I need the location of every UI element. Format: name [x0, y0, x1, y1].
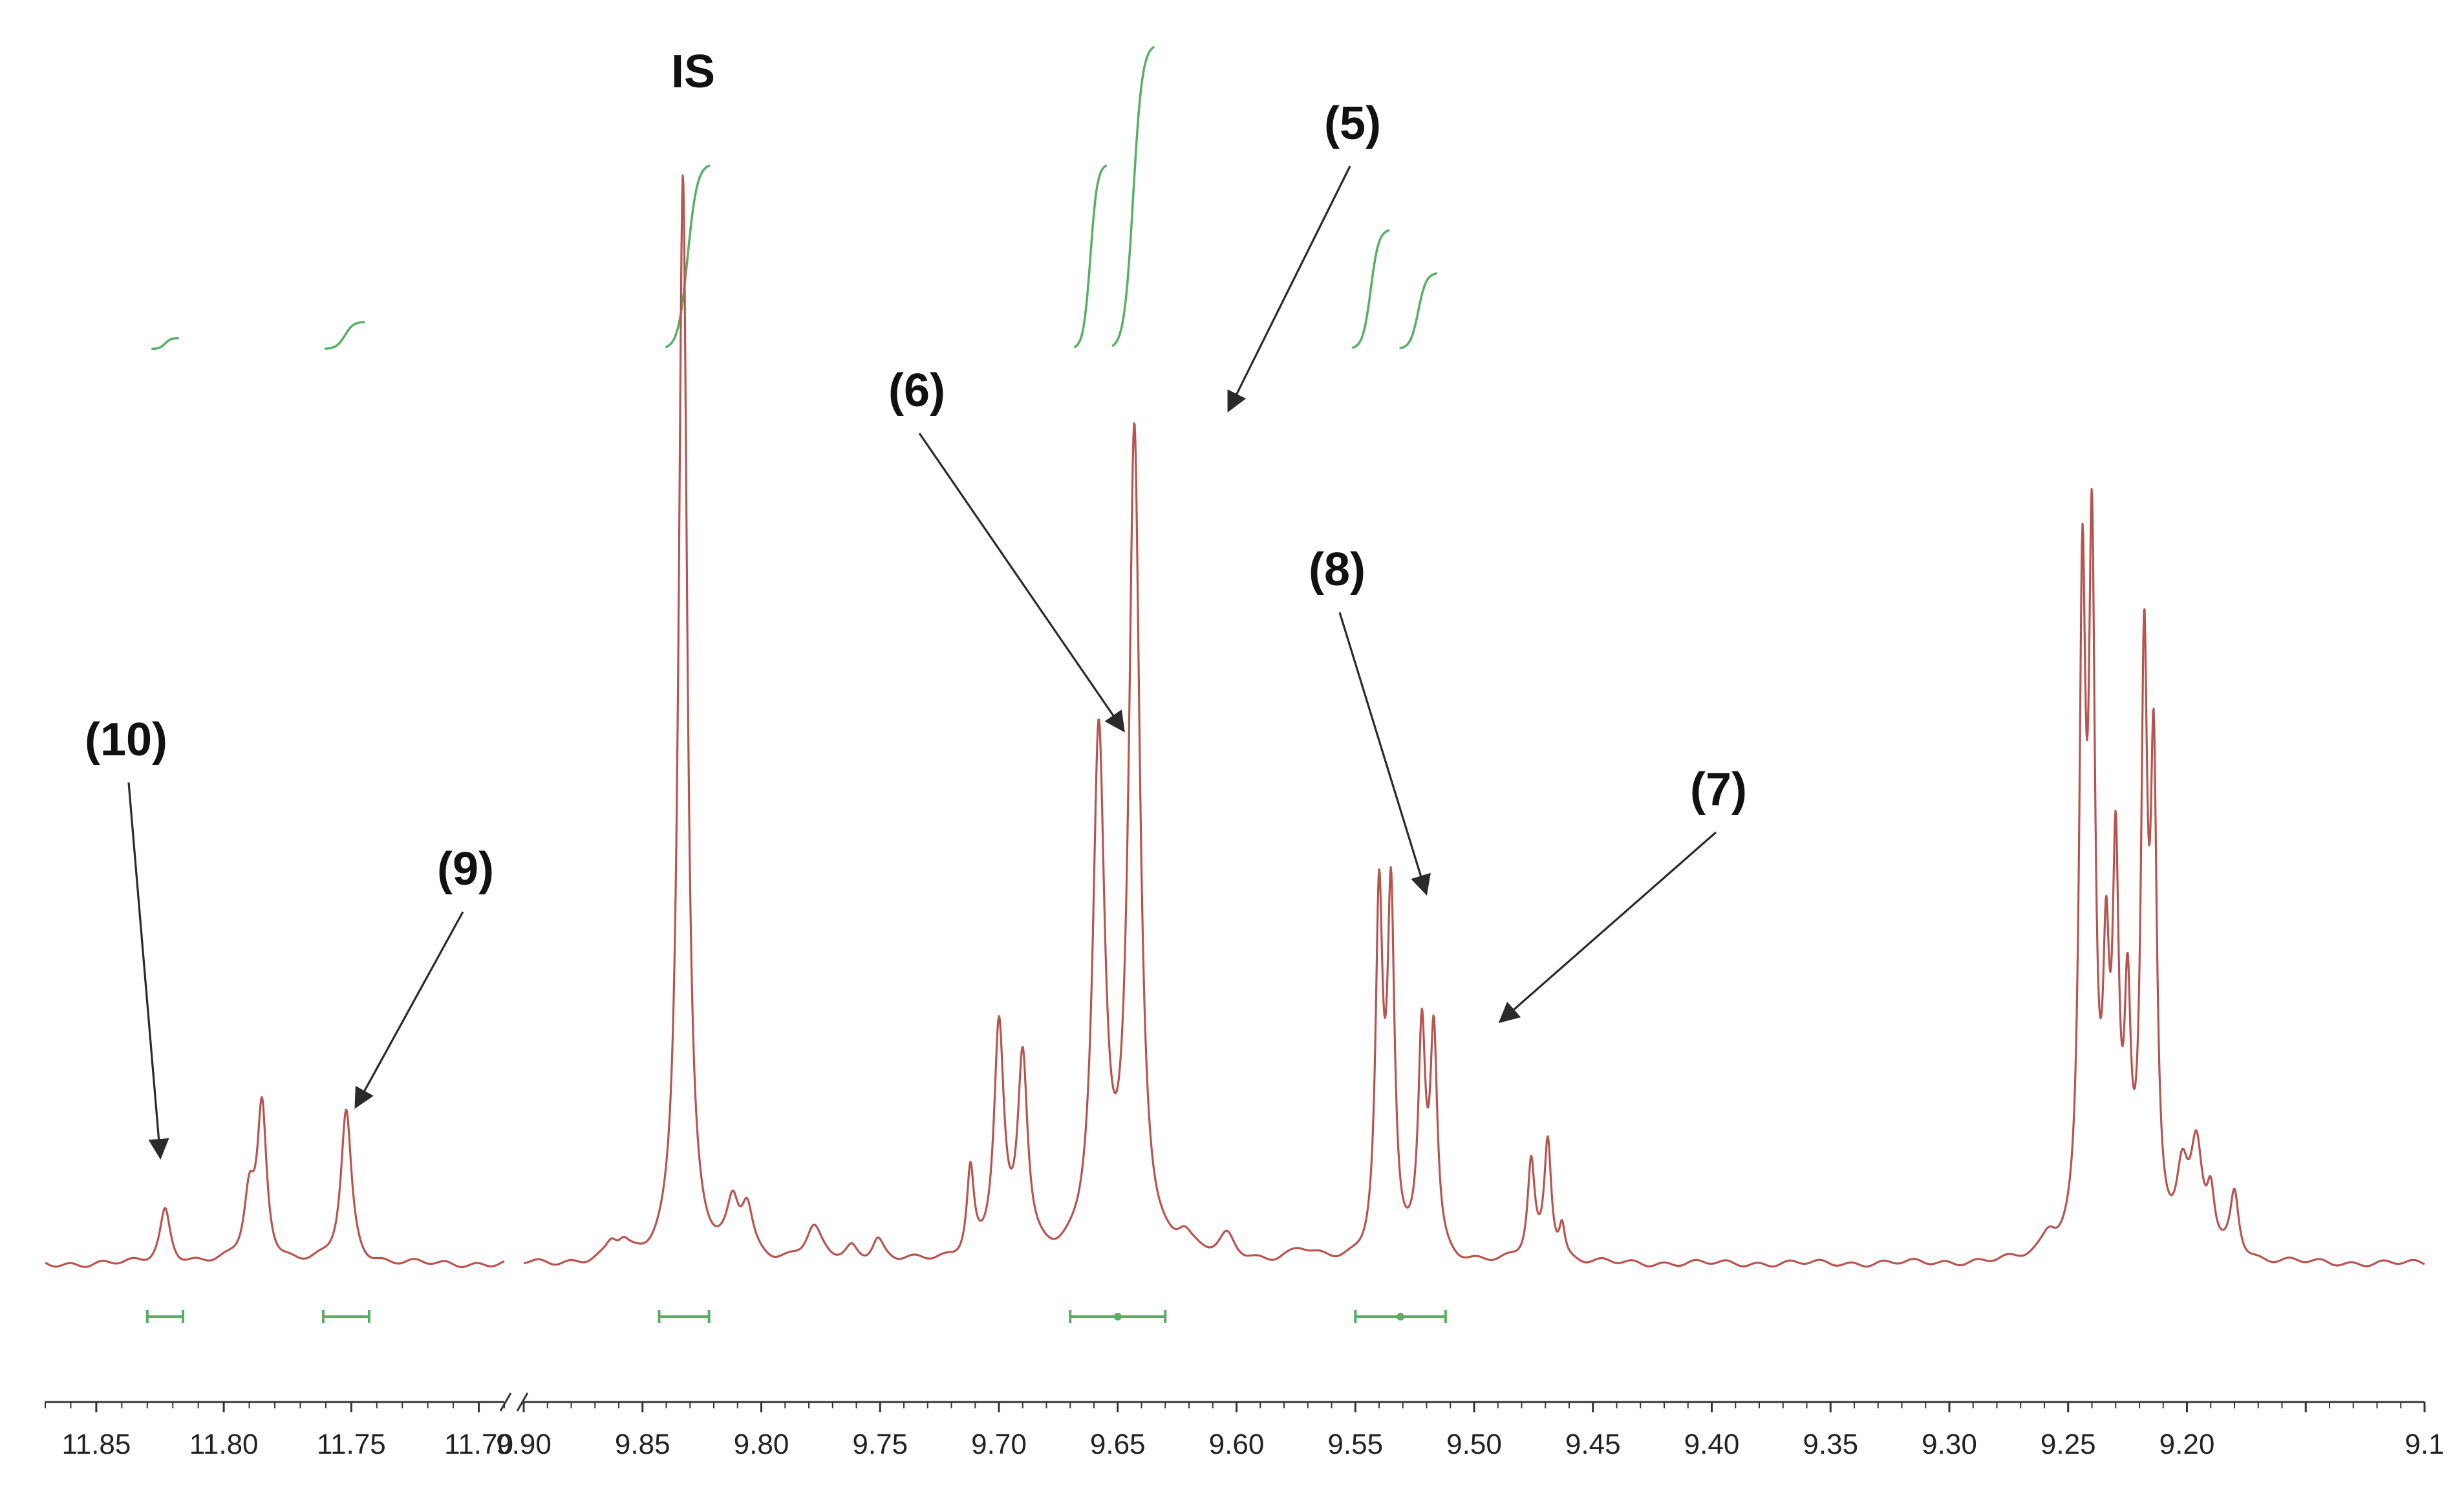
- peak-annotations: (10) (9) IS (6) (5) (8) (7): [85, 46, 1747, 1160]
- integral-curve-2: [325, 321, 365, 350]
- spectrum-trace-segment-1: [45, 1096, 505, 1268]
- integral-curve-1: [151, 337, 179, 350]
- integral-curve-6: [1351, 229, 1390, 349]
- tick-label: 9.85: [615, 1429, 670, 1460]
- integration-range-3: [658, 1310, 711, 1323]
- tick-label: 9.1: [2405, 1429, 2444, 1460]
- tick-label: 9.35: [1803, 1429, 1858, 1460]
- axis-break-mark-1: [499, 1392, 512, 1412]
- annotation-arrow: [354, 911, 464, 1109]
- annotation-5: (5): [1227, 98, 1381, 413]
- annotation-arrow: [1338, 612, 1431, 896]
- tick-label: 9.75: [852, 1429, 908, 1460]
- tick-label: 11.80: [189, 1429, 259, 1460]
- integration-range-2: [321, 1310, 370, 1323]
- tick-label: 11.70: [444, 1429, 513, 1460]
- spectrum-traces: [45, 174, 2425, 1268]
- tick-label: 11.75: [317, 1429, 386, 1460]
- integral-curve-3: [665, 164, 711, 349]
- tick-label: 9.40: [1684, 1429, 1740, 1460]
- annotation-label: (10): [85, 714, 167, 766]
- integral-curve-5: [1111, 46, 1155, 347]
- annotation-1: (10): [85, 714, 169, 1160]
- tick-label: 9.90: [496, 1429, 552, 1460]
- annotation-6: (8): [1309, 544, 1431, 896]
- integration-range-4: [1069, 1310, 1167, 1323]
- annotation-3: IS: [671, 46, 715, 98]
- integral-curve-4: [1073, 164, 1108, 349]
- spectrum-trace-segment-2: [523, 174, 2425, 1268]
- tick-label: 9.70: [971, 1429, 1027, 1460]
- tick-label: 9.65: [1090, 1429, 1146, 1460]
- annotation-label: (7): [1690, 764, 1747, 815]
- annotation-arrow: [127, 782, 169, 1160]
- annotation-label: IS: [671, 46, 715, 98]
- tick-label: 9.60: [1209, 1429, 1265, 1460]
- annotation-4: (6): [888, 365, 1125, 733]
- annotation-2: (9): [354, 843, 494, 1109]
- annotation-label: (8): [1309, 544, 1366, 596]
- tick-label: 9.50: [1446, 1429, 1502, 1460]
- annotation-arrow: [918, 433, 1125, 733]
- tick-label: 9.45: [1565, 1429, 1621, 1460]
- annotation-label: (9): [437, 843, 494, 895]
- axis-break-mark-2: [516, 1392, 529, 1412]
- integration-ranges: [145, 1310, 1447, 1323]
- tick-label: 9.55: [1327, 1429, 1383, 1460]
- integral-curve-7: [1399, 272, 1437, 350]
- integration-range-1: [145, 1310, 184, 1323]
- ppm-axis: 11.85 11.80 11.75 11.709.90 9.85 9.80 9.75 9.70…: [45, 1392, 2445, 1460]
- annotation-7: (7): [1498, 764, 1747, 1024]
- annotation-arrow: [1227, 166, 1351, 413]
- tick-label: 9.20: [2159, 1429, 2215, 1460]
- annotation-arrow: [1498, 831, 1717, 1024]
- tick-label: 9.80: [734, 1429, 789, 1460]
- tick-label: 9.25: [2041, 1429, 2096, 1460]
- annotation-label: (5): [1324, 98, 1381, 149]
- integral-curves: [151, 46, 1437, 350]
- tick-label: 9.30: [1922, 1429, 1977, 1460]
- annotation-label: (6): [888, 365, 945, 416]
- integration-range-5: [1354, 1310, 1447, 1323]
- tick-label: 11.85: [61, 1429, 131, 1460]
